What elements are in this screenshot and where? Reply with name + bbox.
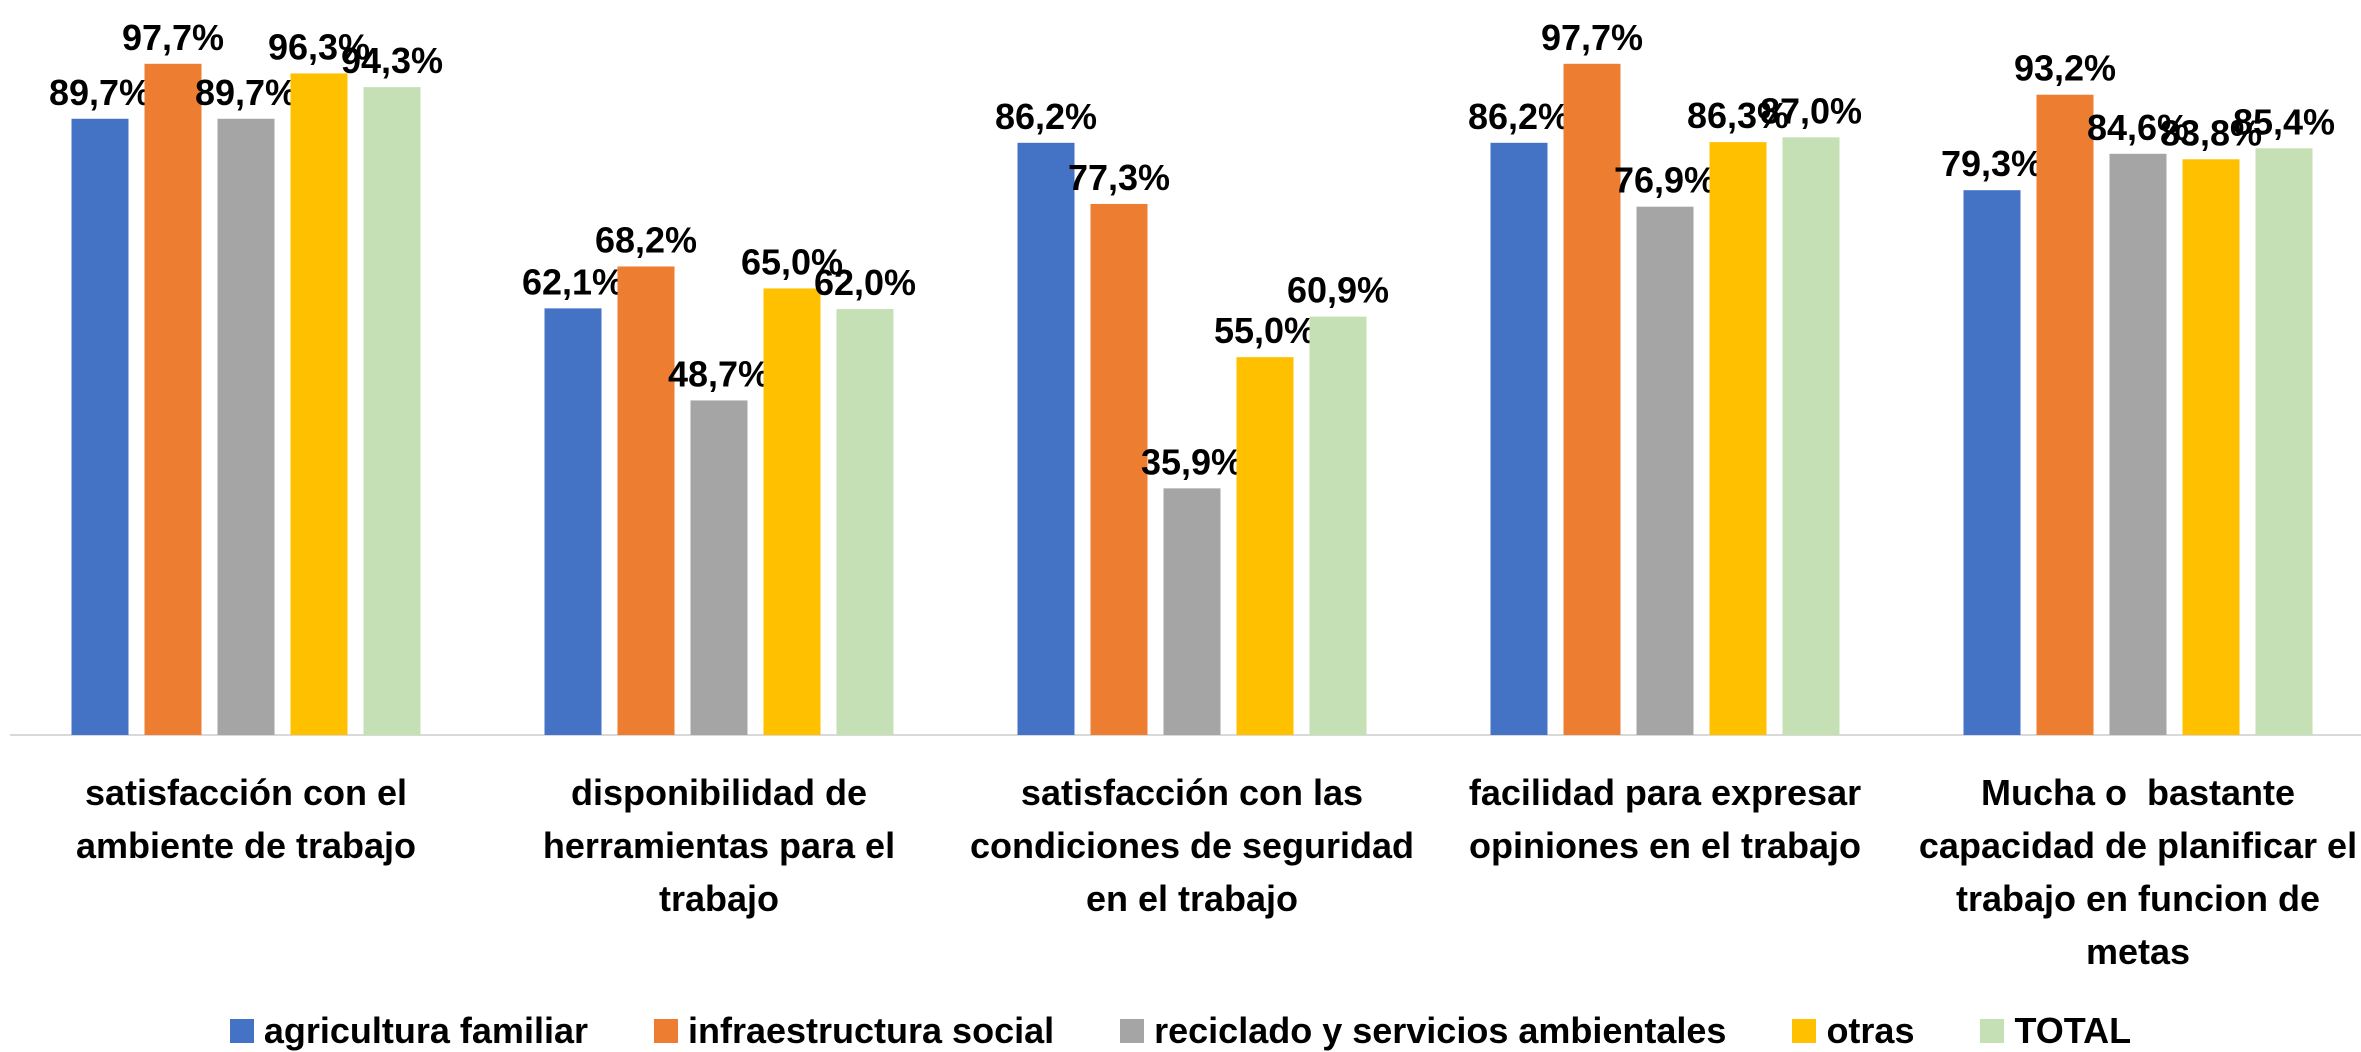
bar	[1236, 357, 1294, 735]
legend-swatch	[229, 1019, 254, 1043]
x-tick-label: satisfacción con las condiciones de segu…	[969, 772, 1425, 919]
bar	[1490, 142, 1548, 735]
data-label: 76,9%	[1614, 160, 1716, 201]
data-label: 55,0%	[1214, 310, 1316, 351]
legend-label: agricultura familiar	[263, 1010, 588, 1051]
bar	[617, 266, 675, 735]
data-label: 86,2%	[995, 96, 1097, 137]
data-label: 77,3%	[1068, 157, 1170, 198]
data-label: 86,3%	[1687, 95, 1789, 136]
bar	[1782, 137, 1840, 735]
bar	[1563, 63, 1621, 735]
legend-label: otras	[1826, 1010, 1915, 1051]
bar	[2255, 148, 2313, 735]
x-tick-label: disponibilidad de herramientas para el t…	[542, 772, 906, 919]
data-label: 96,3%	[268, 26, 370, 67]
x-tick-label: facilidad para expresar opiniones en el …	[1468, 772, 1872, 866]
legend: agricultura familiar infraestructura soci…	[0, 1010, 2361, 1052]
data-label: 62,1%	[522, 261, 624, 302]
data-label: 86,2%	[1468, 96, 1570, 137]
data-label: 65,0%	[741, 241, 843, 282]
legend-swatch	[1792, 1019, 1817, 1043]
data-label: 89,7%	[49, 72, 151, 113]
data-label: 84,6%	[2087, 107, 2189, 148]
legend-label: reciclado y servicios ambientales	[1154, 1010, 1727, 1051]
bar	[1963, 190, 2021, 736]
bar	[290, 73, 348, 735]
bar	[144, 63, 202, 735]
data-label: 87,0%	[1760, 90, 1862, 131]
bar	[1709, 142, 1767, 735]
legend-item: TOTAL	[1980, 1010, 2131, 1052]
data-label: 97,7%	[1541, 17, 1643, 58]
data-label: 94,3%	[341, 40, 443, 81]
bar	[690, 400, 748, 735]
bar	[2182, 159, 2240, 735]
legend-item: reciclado y servicios ambientales	[1120, 1010, 1726, 1052]
legend-label: TOTAL	[2014, 1010, 2132, 1051]
bar	[763, 288, 821, 735]
data-label: 62,0%	[814, 262, 916, 303]
data-label: 89,7%	[195, 72, 297, 113]
x-tick-label: Mucha o bastante capacidad de planificar…	[1918, 772, 2358, 972]
legend-item: otras	[1792, 1010, 1914, 1052]
bar	[1090, 203, 1148, 736]
data-label: 93,2%	[2014, 48, 2116, 89]
data-label: 35,9%	[1141, 441, 1243, 482]
bar	[363, 87, 421, 735]
legend-swatch	[653, 1019, 678, 1043]
bar	[544, 308, 602, 735]
legend-item: infraestructura social	[653, 1010, 1055, 1052]
legend-label: infraestructura social	[687, 1010, 1055, 1051]
data-label: 68,2%	[595, 219, 697, 260]
data-label: 48,7%	[668, 353, 770, 394]
bar	[2036, 94, 2094, 735]
x-tick-label: satisfacción con el ambiente de trabajo	[75, 772, 418, 866]
data-label: 83,8%	[2160, 112, 2262, 153]
data-label: 97,7%	[122, 17, 224, 58]
data-label: 60,9%	[1287, 270, 1389, 311]
bar	[1309, 316, 1367, 735]
bar	[71, 118, 129, 736]
bar	[1017, 142, 1075, 735]
bar	[836, 309, 894, 735]
legend-swatch	[1980, 1019, 2005, 1043]
data-label: 79,3%	[1941, 143, 2043, 184]
data-label: 85,4%	[2233, 101, 2335, 142]
bar	[1636, 206, 1694, 735]
bar	[217, 118, 275, 736]
legend-item: agricultura familiar	[229, 1010, 588, 1052]
bar	[1163, 488, 1221, 735]
legend-swatch	[1120, 1019, 1145, 1043]
chart: 89,7% 97,7% 89,7% 96,3%94,3% 62,1%68,2% 48,7%…	[10, 17, 2361, 736]
bar	[2109, 153, 2167, 736]
